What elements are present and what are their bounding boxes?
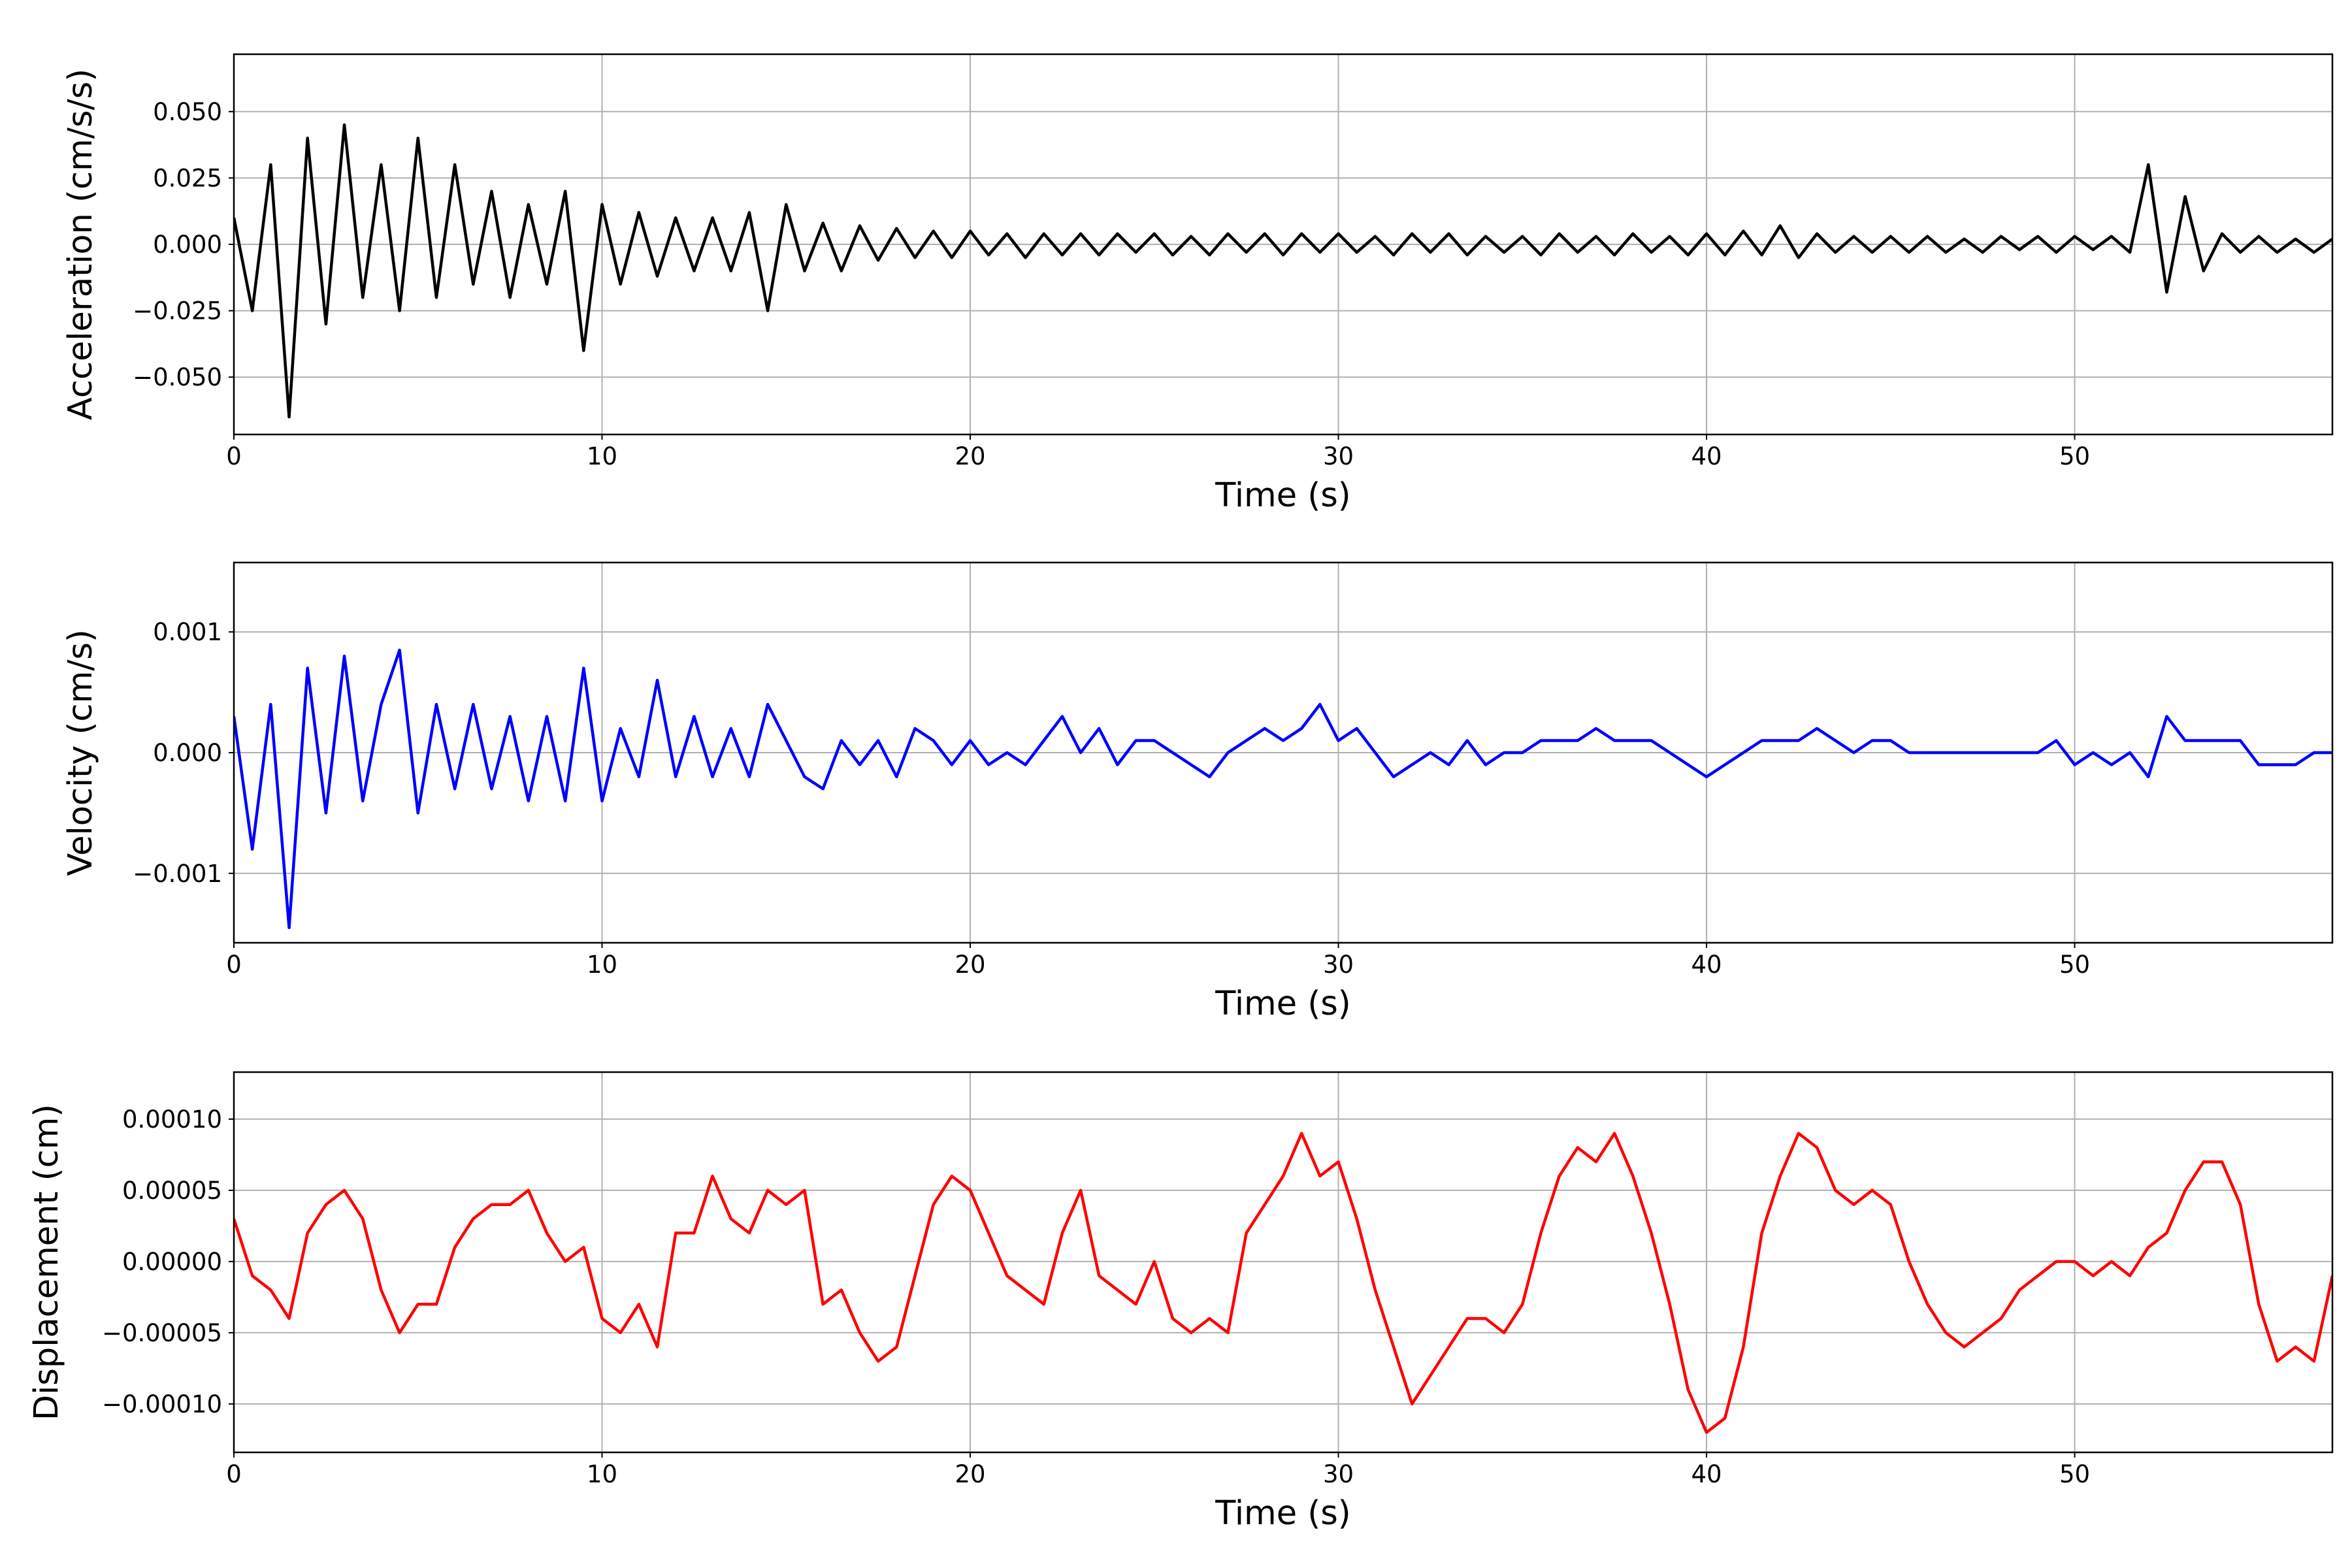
data-line (234, 648, 2332, 930)
x-tick-label: 10 (587, 1460, 617, 1488)
x-tick-label: 10 (587, 951, 617, 979)
y-tick-label: 0.000 (153, 231, 222, 259)
x-tick-label: 30 (1323, 1460, 1354, 1488)
x-tick-label: 40 (1691, 951, 1722, 979)
x-tick-label: 50 (2059, 442, 2090, 470)
y-tick-label: 0.00005 (122, 1177, 222, 1205)
x-axis-label: Time (s) (1215, 985, 1350, 1023)
y-tick-label: −0.00005 (102, 1319, 222, 1347)
x-tick-label: 0 (226, 951, 242, 979)
y-tick-label: 0.00000 (122, 1248, 222, 1276)
y-axis-label: Acceleration (cm/s/s) (61, 69, 100, 420)
x-tick-label: 0 (226, 1460, 242, 1488)
x-tick-label: 20 (955, 951, 985, 979)
y-tick-label: −0.050 (133, 363, 222, 391)
x-tick-label: 40 (1691, 442, 1722, 470)
data-line (234, 1132, 2332, 1434)
x-tick-label: 20 (955, 442, 985, 470)
x-tick-label: 20 (955, 1460, 985, 1488)
axes-frame (233, 1071, 2334, 1454)
x-tick-label: 10 (587, 442, 617, 470)
x-tick-label: 0 (226, 442, 242, 470)
x-tick-label: 50 (2059, 1460, 2090, 1488)
y-tick-label: 0.025 (153, 164, 222, 192)
y-tick-label: −0.00010 (102, 1390, 222, 1418)
x-tick-label: 40 (1691, 1460, 1722, 1488)
axes-frame (233, 53, 2334, 436)
y-tick-label: 0.050 (153, 98, 222, 126)
y-tick-label: 0.001 (153, 618, 222, 646)
y-axis-label: Velocity (cm/s) (61, 629, 100, 876)
data-line (234, 123, 2332, 419)
y-tick-label: 0.000 (153, 739, 222, 767)
x-axis-label: Time (s) (1215, 1494, 1350, 1533)
x-tick-label: 30 (1323, 442, 1354, 470)
x-tick-label: 30 (1323, 951, 1354, 979)
x-axis-label: Time (s) (1215, 476, 1350, 515)
x-tick-label: 50 (2059, 951, 2090, 979)
y-tick-label: 0.00010 (122, 1105, 222, 1134)
y-tick-label: −0.025 (133, 297, 222, 325)
y-tick-label: −0.001 (133, 860, 222, 888)
axes-frame (233, 561, 2334, 944)
y-axis-label: Displacement (cm) (27, 1104, 66, 1420)
